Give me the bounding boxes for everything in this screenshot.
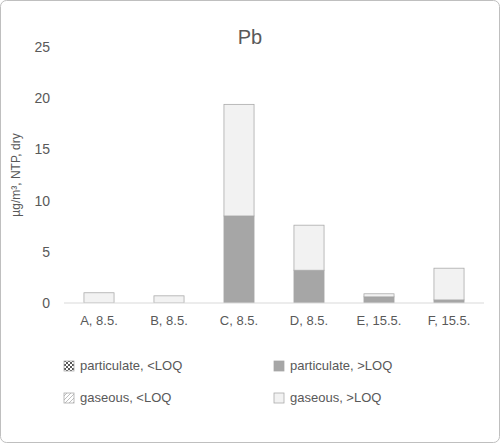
x-tick-label: E, 15.5. bbox=[357, 313, 402, 328]
y-tick-label: 0 bbox=[42, 295, 50, 311]
legend-label: particulate, >LOQ bbox=[290, 358, 392, 373]
legend-swatch bbox=[274, 393, 284, 403]
tick-mark bbox=[61, 98, 64, 99]
bar bbox=[224, 104, 254, 216]
y-tick-label: 5 bbox=[42, 244, 50, 260]
y-tick-label: 10 bbox=[34, 193, 50, 209]
x-tick-label: C, 8.5. bbox=[220, 313, 258, 328]
x-tick-label: A, 8.5. bbox=[80, 313, 118, 328]
legend-swatch bbox=[274, 361, 284, 371]
bar bbox=[294, 270, 324, 303]
y-tick-label: 25 bbox=[34, 39, 50, 55]
bars bbox=[84, 104, 464, 303]
legend-label: particulate, <LOQ bbox=[80, 358, 182, 373]
y-tick-label: 20 bbox=[34, 90, 50, 106]
y-axis-label: µg/m³, NTP, dry bbox=[9, 133, 23, 216]
bar bbox=[294, 225, 324, 270]
bar bbox=[364, 294, 394, 297]
tick-mark bbox=[61, 149, 64, 150]
x-tick-label: B, 8.5. bbox=[150, 313, 188, 328]
legend-swatch bbox=[64, 361, 74, 371]
tick-mark bbox=[61, 200, 64, 201]
y-tick-label: 15 bbox=[34, 141, 50, 157]
bar bbox=[84, 293, 114, 303]
x-axis-line bbox=[64, 303, 484, 304]
bar bbox=[364, 297, 394, 303]
frame bbox=[1, 1, 500, 443]
tick-mark bbox=[61, 251, 64, 252]
bar bbox=[224, 216, 254, 303]
legend-label: gaseous, <LOQ bbox=[80, 390, 171, 405]
x-tick-label: D, 8.5. bbox=[290, 313, 328, 328]
chart: Pb µg/m³, NTP, dry 0 5 10 15 20 25 A, 8.5. B, 8.5… bbox=[0, 0, 500, 443]
bar bbox=[154, 296, 184, 303]
tick-mark bbox=[61, 303, 64, 304]
tick-mark bbox=[61, 47, 64, 48]
x-tick-label: F, 15.5. bbox=[428, 313, 471, 328]
legend-swatch bbox=[64, 393, 74, 403]
bar bbox=[434, 268, 464, 300]
legend-label: gaseous, >LOQ bbox=[290, 390, 381, 405]
chart-root: Pb µg/m³, NTP, dry 0 5 10 15 20 25 A, 8.5. B, 8.5… bbox=[0, 0, 500, 443]
title: Pb bbox=[238, 26, 262, 48]
